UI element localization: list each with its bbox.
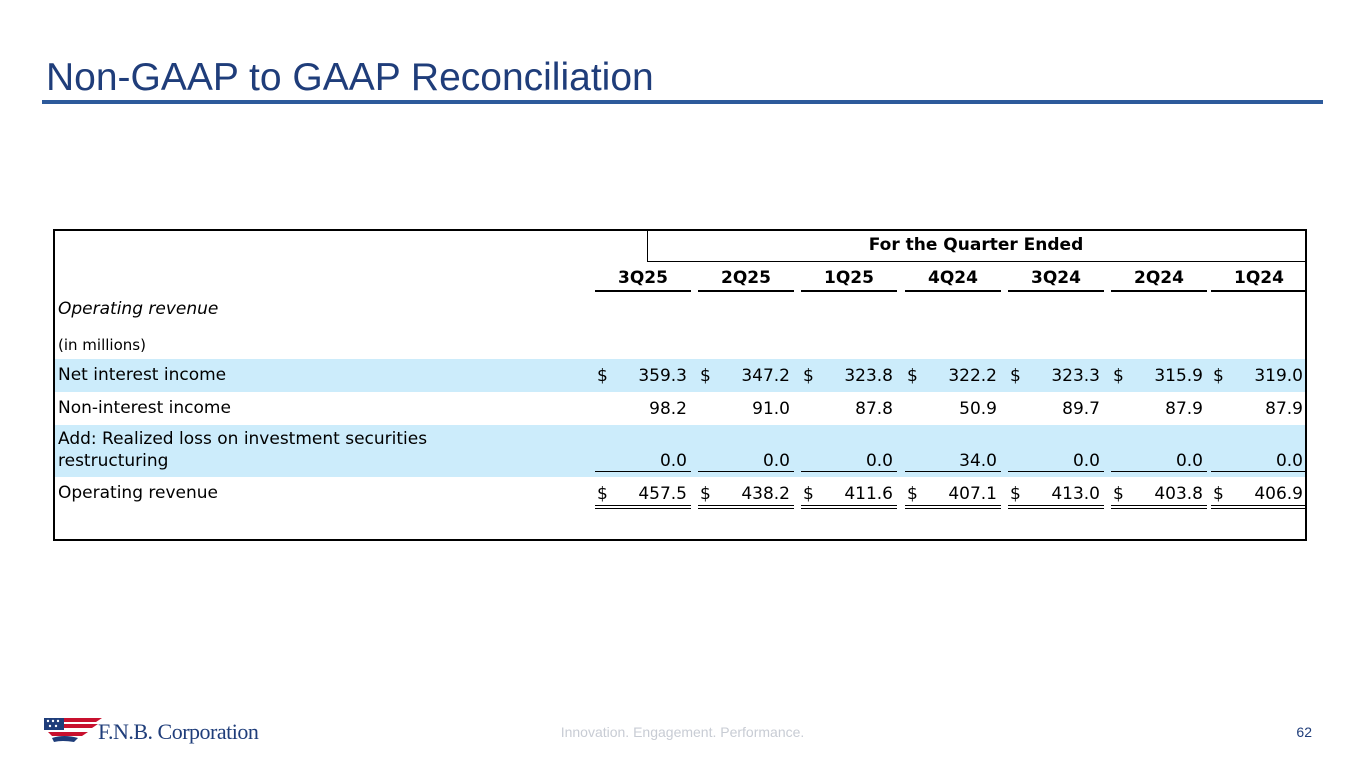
table-cell: $411.6 xyxy=(801,483,897,509)
units-label: (in millions) xyxy=(58,336,146,354)
table-row: Add: Realized loss on investment securit… xyxy=(55,425,1307,477)
footer-tagline: Innovation. Engagement. Performance. xyxy=(560,724,805,740)
header-divider-vertical xyxy=(647,231,648,261)
row-label-net-interest-income: Net interest income xyxy=(58,365,227,385)
table-cell: 34.0 xyxy=(905,450,1001,472)
section-title: Operating revenue xyxy=(58,299,219,319)
table-cell: $413.0 xyxy=(1008,483,1104,509)
table-cell: $315.9 xyxy=(1113,366,1203,386)
slide-title: Non-GAAP to GAAP Reconciliation xyxy=(46,56,654,99)
table-cell: 0.0 xyxy=(801,450,897,472)
table-cell: 98.2 xyxy=(649,399,687,419)
table-cell: $457.5 xyxy=(595,483,691,509)
table-cell: $403.8 xyxy=(1111,483,1207,509)
table-row: Operating revenue $457.5 $438.2 $411.6 $… xyxy=(55,477,1307,513)
table-cell: $406.9 xyxy=(1211,483,1307,509)
fnb-flag-logo-icon xyxy=(44,718,102,742)
table-cell: $438.2 xyxy=(698,483,794,509)
reconciliation-table: For the Quarter Ended 3Q25 2Q25 1Q25 4Q2… xyxy=(53,229,1307,541)
table-row: Net interest income $359.3 $347.2 $323.8… xyxy=(55,359,1305,392)
row-label-realized-loss-line1: Add: Realized loss on investment securit… xyxy=(58,429,428,449)
table-cell: 0.0 xyxy=(1111,450,1207,472)
table-cell: 89.7 xyxy=(1062,399,1100,419)
header-divider-horizontal xyxy=(647,261,1305,262)
table-cell: 0.0 xyxy=(698,450,794,472)
table-cell: 0.0 xyxy=(1211,450,1307,472)
row-label-realized-loss-line2: restructuring xyxy=(58,451,169,471)
group-header: For the Quarter Ended xyxy=(868,235,1084,255)
table-cell: 91.0 xyxy=(752,399,790,419)
table-cell: $319.0 xyxy=(1213,366,1303,386)
column-header-1q24: 1Q24 xyxy=(1211,268,1307,292)
table-cell: $322.2 xyxy=(907,366,997,386)
table-cell: 50.9 xyxy=(959,399,997,419)
title-underline xyxy=(42,100,1323,104)
column-header-4q24: 4Q24 xyxy=(905,268,1001,292)
company-logo-text: F.N.B. Corporation xyxy=(98,719,259,744)
column-header-2q25: 2Q25 xyxy=(698,268,794,292)
row-label-non-interest-income: Non-interest income xyxy=(58,398,231,418)
column-header-2q24: 2Q24 xyxy=(1111,268,1207,292)
table-cell: $347.2 xyxy=(700,366,790,386)
table-cell: $359.3 xyxy=(597,366,687,386)
table-row: Non-interest income 98.2 91.0 87.8 50.9 … xyxy=(55,392,1305,425)
table-cell: 87.9 xyxy=(1165,399,1203,419)
column-header-3q24: 3Q24 xyxy=(1008,268,1104,292)
column-header-3q25: 3Q25 xyxy=(595,268,691,292)
table-cell: 0.0 xyxy=(595,450,691,472)
column-header-1q25: 1Q25 xyxy=(801,268,897,292)
row-label-operating-revenue: Operating revenue xyxy=(58,483,218,503)
page-number: 62 xyxy=(1296,724,1312,740)
table-cell: $323.8 xyxy=(803,366,893,386)
table-cell: $407.1 xyxy=(905,483,1001,509)
table-cell: 0.0 xyxy=(1008,450,1104,472)
table-cell: 87.9 xyxy=(1265,399,1303,419)
table-cell: $323.3 xyxy=(1010,366,1100,386)
table-cell: 87.8 xyxy=(855,399,893,419)
